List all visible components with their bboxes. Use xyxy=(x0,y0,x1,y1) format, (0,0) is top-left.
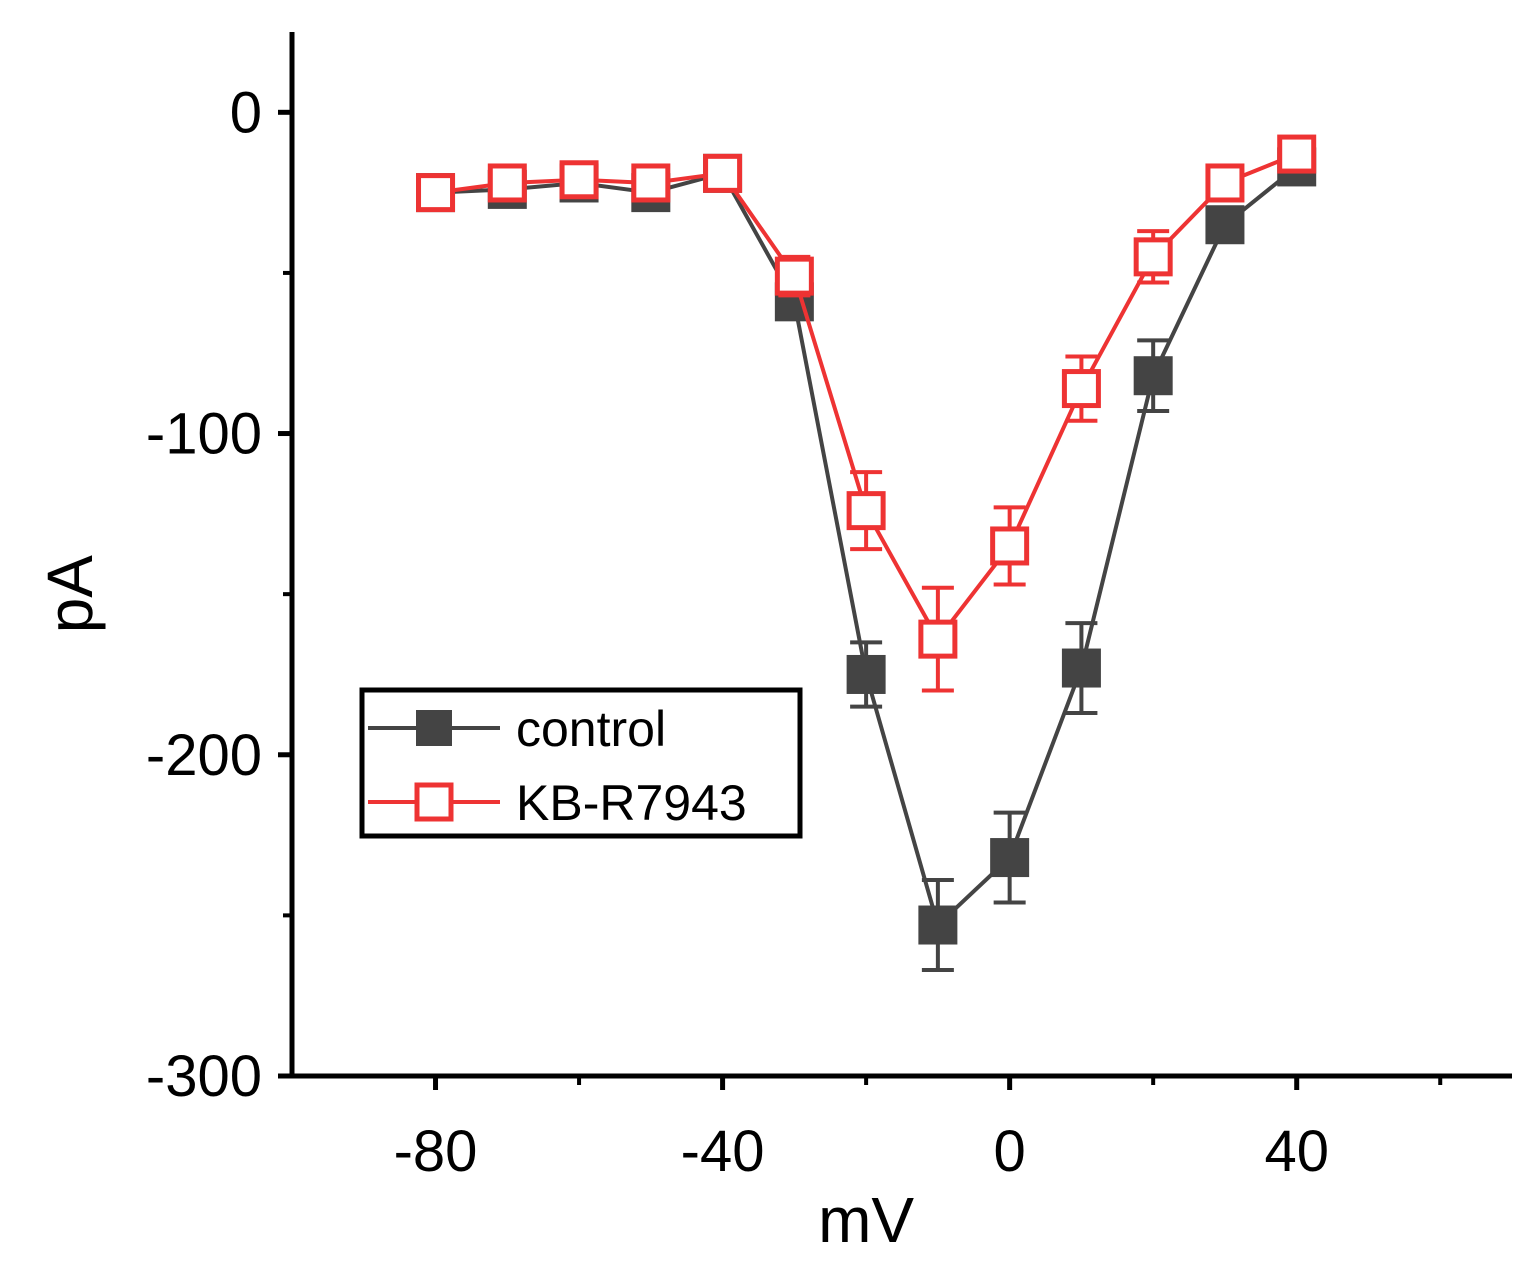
y-tick-label: -100 xyxy=(146,402,262,467)
data-point xyxy=(846,491,886,531)
x-tick-label: -80 xyxy=(394,1119,478,1184)
x-axis-title: mV xyxy=(818,1184,914,1256)
axes: -80 -40 0 40 0 -100 -200 -300 mV pA xyxy=(34,32,1512,1256)
series-kb-r7943 xyxy=(416,134,1317,693)
legend-marker xyxy=(414,782,454,822)
legend-label: control xyxy=(516,701,666,757)
series-layer xyxy=(416,134,1317,972)
data-point xyxy=(703,153,743,193)
y-tick-label: -300 xyxy=(146,1044,262,1109)
series-control xyxy=(416,147,1317,972)
x-tick-label: -40 xyxy=(681,1119,765,1184)
y-tick-label: 0 xyxy=(230,80,262,145)
data-point xyxy=(416,173,456,213)
legend-entry: KB-R7943 xyxy=(368,775,747,831)
data-point xyxy=(918,905,958,945)
data-point xyxy=(1061,648,1101,688)
data-point xyxy=(1205,205,1245,245)
legend-entry: control xyxy=(368,701,666,757)
data-point xyxy=(1277,134,1317,174)
data-point xyxy=(487,163,527,203)
y-tick-label: -200 xyxy=(146,723,262,788)
legend: control KB-R7943 xyxy=(359,687,803,839)
y-axis-title: pA xyxy=(34,555,106,634)
data-point xyxy=(990,526,1030,566)
data-point xyxy=(1061,369,1101,409)
data-point xyxy=(559,160,599,200)
data-point xyxy=(774,256,814,296)
data-point xyxy=(631,163,671,203)
data-point xyxy=(846,654,886,694)
data-point xyxy=(1133,237,1173,277)
legend-label: KB-R7943 xyxy=(516,775,747,831)
data-point xyxy=(1205,163,1245,203)
data-point xyxy=(990,838,1030,878)
data-point xyxy=(918,619,958,659)
legend-marker xyxy=(416,710,452,746)
x-tick-label: 40 xyxy=(1264,1119,1329,1184)
series-line xyxy=(435,152,1298,643)
data-point xyxy=(1133,356,1173,396)
x-tick-label: 0 xyxy=(994,1119,1026,1184)
